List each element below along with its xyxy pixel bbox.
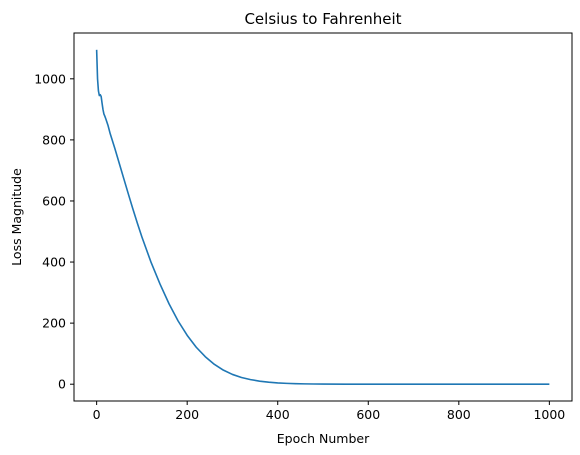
y-tick-label: 200	[42, 316, 66, 331]
y-tick-label: 800	[42, 132, 66, 147]
plot-area: 0 200 400 600 800 1000 0 200 400 600 800 1000	[34, 32, 573, 422]
x-tick-label: 1000	[533, 407, 565, 422]
x-tick-label: 0	[93, 407, 101, 422]
x-tick-label: 200	[175, 407, 199, 422]
y-tick-label: 0	[58, 377, 66, 392]
axes-frame	[73, 32, 573, 402]
y-tick-label: 400	[42, 255, 66, 270]
x-tick-label: 600	[356, 407, 380, 422]
x-tick-label: 400	[266, 407, 290, 422]
x-tick-label: 800	[447, 407, 471, 422]
x-axis-label: Epoch Number	[277, 431, 370, 446]
loss-series-line	[95, 49, 550, 385]
y-tick-label: 600	[42, 193, 66, 208]
chart-title: Celsius to Fahrenheit	[244, 10, 401, 28]
y-tick-label: 1000	[34, 71, 66, 86]
y-axis-label: Loss Magnitude	[9, 168, 24, 266]
